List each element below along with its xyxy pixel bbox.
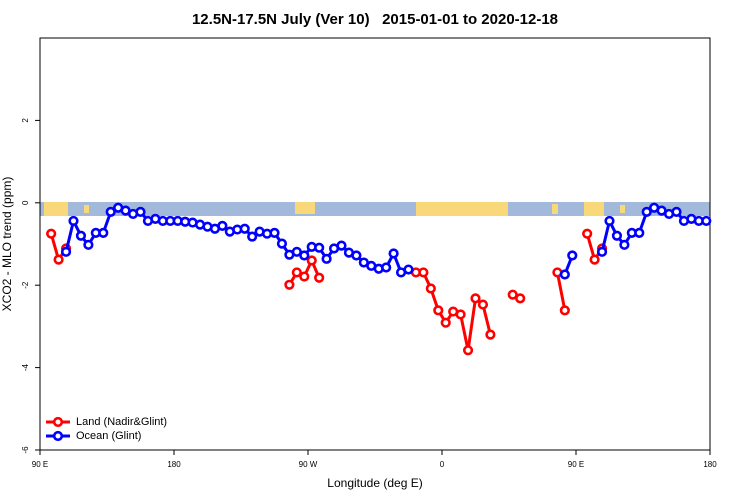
data-point [559,269,570,280]
data-point [351,250,362,261]
data-point [604,215,615,227]
land-patch [44,202,68,216]
data-point [567,250,578,261]
data-point [247,231,258,242]
data-point [671,206,682,217]
data-point [314,242,325,253]
data-point [462,345,474,356]
legend-marker [52,430,64,442]
legend-label: Ocean (Glint) [76,430,141,442]
data-point [611,230,623,241]
land-patch [84,205,89,213]
data-point [321,253,332,264]
data-point [515,293,526,304]
y-tick-label: 2 [21,118,30,123]
data-point [291,246,302,257]
series-line [49,233,604,351]
x-tick-label: 0 [440,460,445,469]
land-patch [295,202,315,214]
data-point [440,317,451,328]
data-point [269,227,280,238]
data-point [291,267,302,278]
data-point [98,227,109,238]
data-point [299,271,310,282]
land-patch [552,204,558,214]
y-tick-label: -6 [21,446,30,454]
x-tick-label: 180 [703,460,717,469]
data-point [455,309,466,320]
y-tick-label: -2 [21,281,30,289]
ocean-strip [40,202,710,216]
data-point [433,305,444,316]
x-tick-label: 90 E [32,460,48,469]
data-point [381,262,392,273]
legend-marker [52,416,64,428]
data-point [276,238,288,249]
data-point [477,299,489,310]
data-point [388,248,399,259]
data-point [641,206,652,217]
land-patch [620,205,625,213]
x-tick-label: 90 E [568,460,584,469]
data-point [470,293,481,304]
data-point [559,305,570,316]
data-point [75,230,87,241]
data-point [314,272,325,283]
data-point [83,239,94,250]
data-point [634,227,645,238]
data-point [217,220,228,231]
data-point [135,206,146,217]
data-point [403,264,414,275]
map-strip [40,202,710,216]
land-patch [416,202,508,216]
legend-label: Land (Nadir&Glint) [76,416,167,428]
x-tick-label: 90 W [299,460,318,469]
data-point [425,283,436,294]
data-point [299,250,310,261]
data-point [60,246,72,257]
x-tick-label: 180 [167,460,181,469]
data-point [589,254,600,265]
data-point [336,240,347,251]
x-axis-label: Longitude (deg E) [327,476,422,490]
y-tick-label: 0 [21,200,30,205]
data-point [284,279,295,290]
data-point [701,215,712,227]
plot-frame [39,37,711,451]
data-point [53,254,64,265]
data-point [105,206,116,217]
data-point [582,228,593,239]
data-point [239,223,250,234]
data-point [418,267,429,278]
y-tick-label: -4 [21,363,30,371]
land-patch [584,202,604,216]
y-axis-label: XCO2 - MLO trend (ppm) [0,177,14,312]
data-point [306,255,317,266]
chart-title: 12.5N-17.5N July (Ver 10) 2015-01-01 to … [192,11,558,28]
data-point [619,239,630,250]
data-point [596,246,608,257]
data-point [485,329,496,340]
data-point [68,215,79,227]
data-point [46,228,57,239]
data-point [507,289,518,300]
